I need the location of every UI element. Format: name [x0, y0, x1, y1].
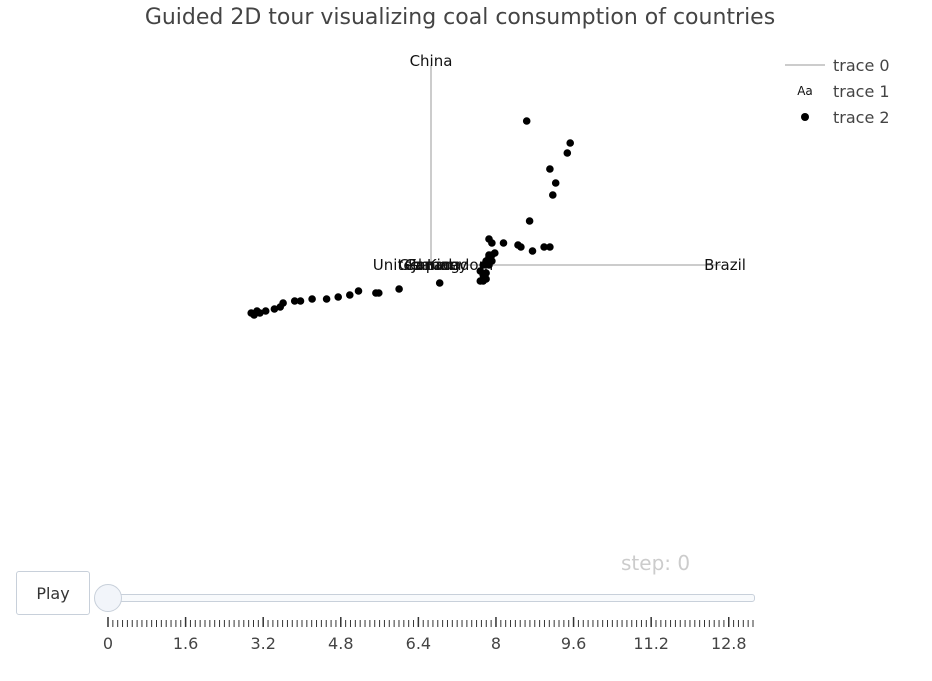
scatter-point [479, 277, 488, 285]
scatter-point [551, 179, 560, 187]
slider-tick-label: 0 [102, 634, 114, 653]
legend-label: trace 2 [833, 107, 890, 127]
projection-axis-label: Brazil [704, 256, 746, 274]
legend: trace 0 Aa trace 1 trace 2 [783, 52, 890, 130]
slider-tick-label: 8 [490, 634, 502, 653]
slider-tick-label: 3.2 [250, 634, 276, 653]
play-button[interactable]: Play [16, 571, 90, 615]
scatter-point [247, 309, 255, 317]
legend-item-trace-2[interactable]: trace 2 [783, 104, 890, 130]
scatter-point [563, 149, 572, 157]
projection-axis-label: Germany [399, 256, 468, 274]
scatter-point [372, 289, 380, 297]
scatter-point [482, 269, 490, 277]
scatter-point [499, 239, 508, 247]
slider-tick-label: 12.8 [710, 634, 747, 653]
legend-label: trace 1 [833, 81, 890, 101]
scatter-point [290, 297, 299, 305]
scatter-point [334, 293, 343, 301]
scatter-point [528, 247, 537, 255]
projection-axis-label: Japan [411, 256, 454, 274]
scatter-point [296, 297, 305, 305]
projection-axis-labels: China Brazil United KingdomCanadaGermanyFr… [373, 52, 746, 274]
scatter-point [346, 291, 354, 299]
legend-text-swatch: Aa [783, 80, 827, 102]
scatter-point [270, 305, 279, 313]
scatter-point [546, 243, 554, 251]
scatter-point [276, 303, 285, 311]
scatter-point [485, 261, 493, 269]
scatter-point [525, 217, 534, 225]
scatter-point [549, 191, 557, 199]
legend-item-trace-1[interactable]: Aa trace 1 [783, 78, 890, 104]
scatter-point [479, 261, 488, 269]
scatter-point [488, 239, 496, 247]
scatter-points [247, 117, 574, 319]
slider-tick-label: 9.6 [560, 634, 587, 653]
projection-axis-label: United Kingdom [373, 256, 493, 274]
slider-tick-label: 4.8 [328, 634, 354, 653]
slider-tick-label: 6.4 [405, 634, 432, 653]
projection-axis-label: China [410, 52, 453, 70]
scatter-point [435, 279, 444, 287]
legend-dot-swatch [783, 106, 827, 128]
legend-label: trace 0 [833, 55, 890, 75]
projection-axis-label: Canada [404, 256, 461, 274]
slider-grip[interactable] [94, 584, 122, 612]
projection-axes [430, 65, 721, 266]
slider-rail[interactable] [108, 594, 755, 602]
scatter-point [546, 165, 554, 173]
scatter-point [261, 307, 270, 315]
scatter-point [354, 287, 363, 295]
scatter-point [322, 295, 331, 303]
slider-ticks [107, 617, 754, 627]
scatter-point [308, 295, 316, 303]
legend-item-trace-0[interactable]: trace 0 [783, 52, 890, 78]
scatter-point [514, 241, 522, 249]
scatter-point [522, 117, 531, 125]
scatter-point [566, 139, 574, 147]
legend-text-symbol: Aa [797, 84, 813, 98]
slider-tick-label: 1.6 [172, 634, 199, 653]
slider-tick-label: 11.2 [633, 634, 669, 653]
projection-axis-label: France [408, 256, 458, 274]
scatter-point [540, 243, 548, 251]
scatter-point [253, 307, 261, 315]
scatter-point [395, 285, 403, 293]
legend-line-swatch [783, 54, 827, 76]
step-label: step: 0 [621, 551, 691, 575]
chart-title: Guided 2D tour visualizing coal consumpt… [144, 5, 776, 30]
